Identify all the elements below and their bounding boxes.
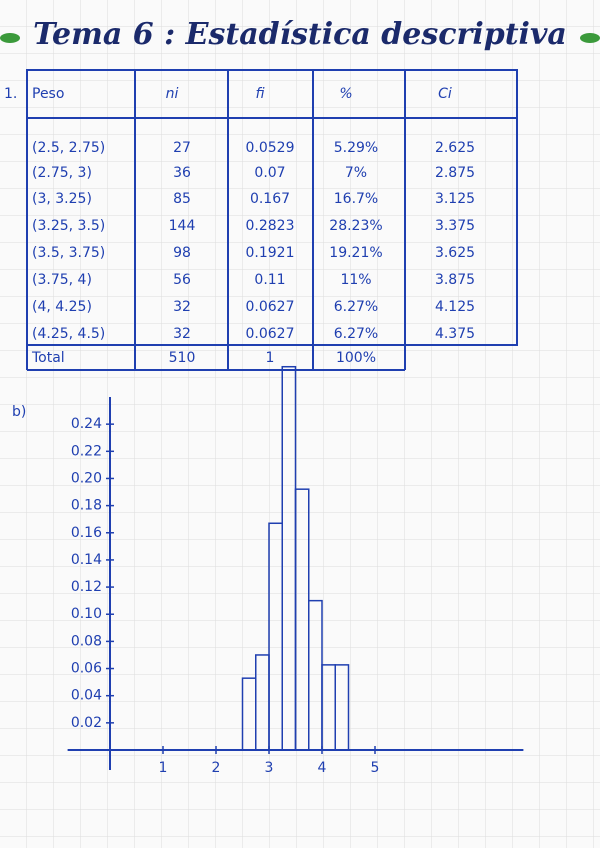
table-cell: 85: [173, 191, 191, 207]
table-cell: 3.875: [435, 272, 475, 288]
page-title: Tema 6 : Estadística descriptiva: [33, 17, 567, 52]
table-cell: 4.125: [435, 299, 475, 315]
table-cell: 2.625: [435, 140, 475, 156]
x-tick-label: 4: [318, 760, 327, 776]
table-cell: 0.1921: [246, 245, 295, 261]
x-tick-label: 3: [265, 760, 274, 776]
table-header: fi: [255, 86, 264, 102]
table-cell: 16.7%: [334, 191, 378, 207]
leaf: [0, 33, 20, 43]
section-label: b): [12, 404, 26, 420]
table-cell: 27: [173, 140, 191, 156]
leaf: [580, 33, 600, 43]
table-cell: 0.07: [254, 165, 285, 181]
y-tick-label: 0.18: [71, 498, 102, 514]
y-tick-label: 0.20: [71, 470, 102, 486]
table-header: ni: [166, 86, 179, 102]
table-cell: 56: [173, 272, 191, 288]
table-cell: 3.375: [435, 218, 475, 234]
table-total: 100%: [336, 350, 376, 366]
table-cell: 4.375: [435, 326, 475, 342]
y-tick-label: 0.10: [71, 606, 102, 622]
table-cell: 0.2823: [246, 218, 295, 234]
table-cell: 3.125: [435, 191, 475, 207]
table-cell: (3, 3.25): [32, 191, 92, 207]
bar: [334, 664, 350, 751]
y-tick-label: 0.12: [71, 579, 102, 595]
y-tick-label: 0.08: [71, 633, 102, 649]
x-tick-label: 2: [212, 760, 221, 776]
table-cell: (3.25, 3.5): [32, 218, 105, 234]
y-tick-label: 0.14: [71, 552, 102, 568]
table-cell: 0.167: [250, 191, 290, 207]
table-header: Ci: [438, 86, 452, 102]
table-cell: 3.625: [435, 245, 475, 261]
table-cell: 6.27%: [334, 326, 378, 342]
y-tick-label: 0.22: [71, 443, 102, 459]
table-cell: 32: [173, 326, 191, 342]
table-cell: 7%: [345, 165, 367, 181]
table-cell: (4.25, 4.5): [32, 326, 105, 342]
table-cell: 2.875: [435, 165, 475, 181]
table-total: 1: [266, 350, 275, 366]
table-cell: 11%: [340, 272, 371, 288]
table-header: Peso: [32, 86, 64, 102]
table-cell: 5.29%: [334, 140, 378, 156]
table-cell: 28.23%: [329, 218, 382, 234]
table-cell: (2.5, 2.75): [32, 140, 105, 156]
table-cell: 0.0627: [246, 299, 295, 315]
table-cell: 6.27%: [334, 299, 378, 315]
y-tick-label: 0.04: [71, 688, 102, 704]
table-cell: 144: [169, 218, 196, 234]
y-tick-label: 0.16: [71, 525, 102, 541]
table-cell: 0.0627: [246, 326, 295, 342]
table-cell: 0.11: [254, 272, 285, 288]
table-lines: [26, 69, 518, 371]
table-cell: (2.75, 3): [32, 165, 92, 181]
y-tick-label: 0.24: [71, 416, 102, 432]
table-cell: 0.0529: [246, 140, 295, 156]
x-tick-label: 5: [371, 760, 380, 776]
table-cell: 98: [173, 245, 191, 261]
table-cell: 32: [173, 299, 191, 315]
y-tick-label: 0.02: [71, 715, 102, 731]
section-label: 1.: [4, 86, 17, 102]
table-total: 510: [169, 350, 196, 366]
table-header: %: [339, 86, 352, 102]
table-cell: 19.21%: [329, 245, 382, 261]
table-cell: 36: [173, 165, 191, 181]
y-tick-label: 0.06: [71, 661, 102, 677]
table-cell: (3.5, 3.75): [32, 245, 105, 261]
x-tick-label: 1: [159, 760, 168, 776]
table-total: Total: [31, 350, 65, 366]
table-cell: (4, 4.25): [32, 299, 92, 315]
table-cell: (3.75, 4): [32, 272, 92, 288]
